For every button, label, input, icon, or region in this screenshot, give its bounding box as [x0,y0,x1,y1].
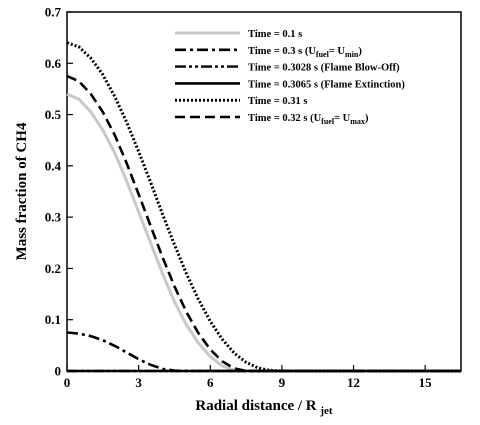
x-axis-title-sub: jet [319,405,333,417]
legend-label-5: Time = 0.31 s [248,96,307,107]
x-axis-title: Radial distance / R jet [195,398,333,417]
legend-label-part: Time = 0.32 s (U [248,113,322,124]
legend-label-1: Time = 0.1 s [248,29,302,40]
series-line-5 [66,41,461,373]
legend-label-part: fuel [316,50,330,59]
legend-label-part: ) [358,46,362,57]
legend-label-part: ) [365,113,369,124]
y-tick-label: 0.2 [45,261,61,276]
series-line-2 [66,331,461,373]
legend-label-part: Time = 0.3028 s (Flame Blow-Off) [248,63,400,74]
legend-label-part: = U [329,46,346,57]
legend-label-part: = U [334,113,351,124]
legend-label-part: max [350,117,365,126]
legend-label-4: Time = 0.3065 s (Flame Extinction) [248,79,405,90]
y-tick-label: 0.3 [45,210,62,225]
y-tick-label: 0 [55,364,62,379]
x-tick-label: 15 [419,375,433,390]
legend-label-part: fuel [321,117,335,126]
series-layer [66,41,461,373]
x-axis-title-main: Radial distance / R [195,398,316,414]
y-tick-label: 0.1 [45,312,61,327]
legend-label-part: Time = 0.3 s (U [248,46,316,57]
series-line-6 [66,74,461,373]
legend-label-6: Time = 0.32 s (Ufuel= Umax) [248,113,369,126]
x-tick-label: 6 [207,375,214,390]
y-tick-label: 0.5 [45,107,62,122]
y-tick-label: 0.6 [45,56,62,71]
y-axis-title: Mass fraction of CH4 [14,122,30,260]
legend-label-2: Time = 0.3 s (Ufuel= Umin) [248,46,362,59]
legend-label-part: Time = 0.3065 s (Flame Extinction) [248,79,405,90]
legend-label-3: Time = 0.3028 s (Flame Blow-Off) [248,63,400,74]
y-tick-label: 0.4 [45,158,62,173]
y-tick-label: 0.7 [45,5,62,20]
x-tick-label: 9 [279,375,286,390]
ticks-layer: 0 3 6 9 12 15 0 0.1 0.2 0.3 0.4 0.5 0.6 0.7 [45,5,432,391]
legend-label-part: min [345,50,359,59]
x-tick-label: 12 [347,375,360,390]
x-tick-label: 3 [135,375,142,390]
legend-label-part: Time = 0.1 s [248,29,302,40]
x-tick-label: 0 [64,375,71,390]
series-line-1 [66,92,461,373]
legend-label-part: Time = 0.31 s [248,96,307,107]
